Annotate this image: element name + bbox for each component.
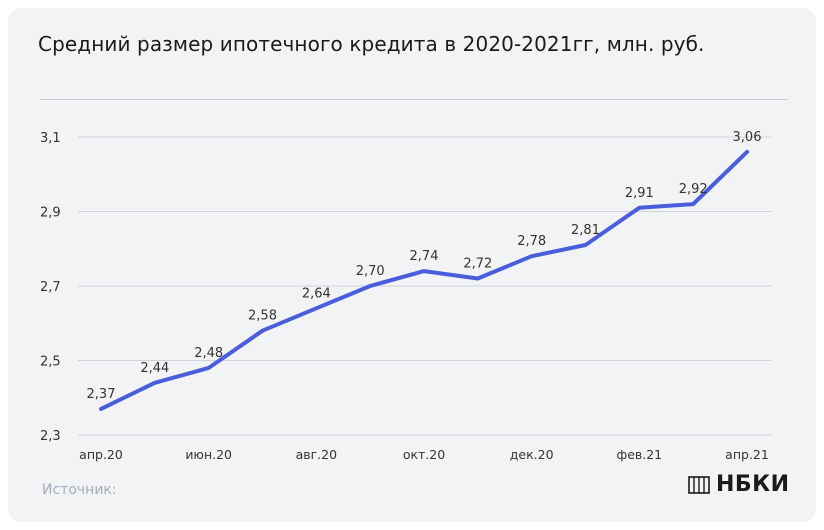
chart-card (8, 8, 816, 522)
data-point (691, 202, 695, 206)
data-label: 2,37 (87, 387, 116, 402)
y-tick-label: 3,1 (40, 131, 61, 146)
y-axis-ticks: 2,3 2,5 2,7 2,9 3,1 (40, 131, 61, 444)
grid-lines (78, 136, 772, 436)
data-point (99, 407, 103, 411)
data-point (422, 269, 426, 273)
data-label: 2,92 (679, 182, 708, 197)
data-label: 2,70 (356, 264, 385, 279)
data-label: 2,64 (302, 286, 331, 301)
data-point (745, 150, 749, 154)
y-tick-label: 2,3 (40, 429, 61, 444)
x-tick-label: апр.21 (725, 447, 769, 462)
data-point (261, 329, 264, 333)
data-point (476, 277, 480, 281)
y-tick-label: 2,5 (40, 355, 61, 370)
brand-logo: НБКИ (688, 472, 790, 497)
title-divider (40, 99, 788, 100)
x-tick-label: июн.20 (185, 447, 232, 462)
data-label: 2,72 (463, 257, 492, 272)
data-label: 2,74 (410, 249, 439, 264)
data-label: 2,91 (625, 186, 654, 201)
data-label: 2,78 (517, 234, 546, 249)
source-label: Источник: (42, 482, 117, 498)
data-point (368, 284, 372, 288)
data-point (314, 306, 318, 310)
data-point (153, 381, 157, 385)
data-point (207, 366, 211, 370)
x-tick-label: окт.20 (403, 447, 445, 462)
y-tick-label: 2,7 (40, 280, 61, 295)
nbki-logo-icon (688, 475, 710, 494)
x-tick-label: фев.21 (617, 447, 663, 462)
brand-name: НБКИ (716, 472, 790, 497)
x-tick-label: дек.20 (510, 447, 554, 462)
x-tick-label: авг.20 (296, 447, 338, 462)
data-point (637, 206, 641, 210)
y-tick-label: 2,9 (40, 206, 61, 221)
x-axis-ticks: апр.20 июн.20 авг.20 окт.20 дек.20 фев.21 апр.… (79, 447, 769, 462)
data-label: 3,06 (733, 130, 762, 145)
data-label: 2,81 (571, 223, 600, 238)
chart-title: Средний размер ипотечного кредита в 2020… (38, 32, 705, 56)
x-tick-label: апр.20 (79, 447, 123, 462)
data-point (530, 254, 534, 258)
data-label: 2,44 (140, 361, 169, 376)
data-point (584, 243, 587, 247)
data-label: 2,58 (248, 309, 277, 324)
data-labels: 2,37 2,44 2,48 2,58 2,64 2,70 2,74 2,72 2,78 2,81… (87, 130, 762, 402)
data-label: 2,48 (194, 346, 223, 361)
series-average-mortgage (99, 149, 749, 411)
